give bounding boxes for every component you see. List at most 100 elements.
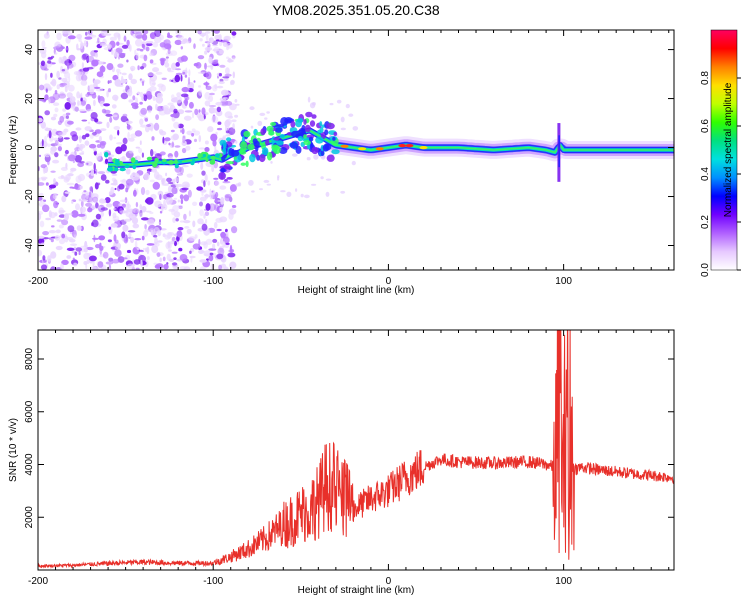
spectrogram-noise-blob (38, 196, 43, 201)
spectrogram-noise-blob (154, 30, 161, 37)
spectrogram-noise-blob (56, 84, 60, 90)
spectrogram-noise-blob (94, 53, 98, 58)
spectrogram-noise-blob (217, 247, 225, 256)
spectrogram-noise-blob (306, 157, 311, 161)
y-tick-label: 20 (24, 93, 35, 105)
spectrogram-noise-blob (219, 97, 227, 102)
ridge-blob (154, 157, 159, 164)
spectrogram-noise-blob (61, 30, 70, 34)
spectrogram-noise-blob (83, 190, 87, 193)
spectrogram-noise-blob (171, 141, 175, 148)
spectrogram-noise-blob (83, 244, 89, 248)
spectrogram-noise-blob (198, 85, 201, 88)
spectrogram-noise-blob (175, 68, 182, 71)
spectrogram-noise-blob (94, 129, 102, 134)
spectrogram-noise-blob (95, 88, 104, 92)
spectrogram-noise-blob (44, 73, 48, 81)
spectrogram-noise-blob (145, 189, 150, 196)
spectrogram-noise-blob (200, 250, 205, 253)
y-tick-label: -20 (24, 189, 35, 204)
spectrogram-noise-blob (114, 249, 122, 257)
spectrogram-noise-blob (93, 79, 101, 85)
spectrogram-noise-blob (97, 206, 102, 209)
snr-x-axis-label: Height of straight line (km) (298, 585, 415, 596)
spectrogram-noise-blob (197, 218, 204, 225)
spectrogram-noise-blob (192, 243, 201, 250)
spectrogram-noise-blob (143, 94, 148, 102)
ridge-blob (218, 171, 226, 180)
spectrogram-y-axis-label: Frequency (Hz) (8, 116, 19, 185)
spectrogram-noise-blob (187, 189, 192, 198)
spectrogram-noise-blob (208, 105, 217, 107)
spectrogram-noise-blob (38, 117, 43, 123)
spectrogram-noise-blob (204, 100, 211, 107)
spectrogram-noise-blob (194, 138, 197, 143)
spectrogram-noise-blob (230, 249, 235, 253)
spectrogram-noise-blob (60, 56, 68, 62)
spectrogram-noise-blob (132, 223, 140, 229)
spectrogram-noise-blob (204, 31, 211, 34)
spectrogram-noise-blob (43, 199, 47, 202)
spectrogram-noise-blob (84, 140, 90, 146)
spectrogram-noise-blob (208, 37, 214, 44)
spectrogram-noise-blob (140, 259, 143, 267)
spectrogram-noise-blob (111, 49, 114, 55)
spectrogram-noise-blob (100, 30, 108, 37)
spectrogram-noise-blob (138, 147, 143, 154)
spectrogram-noise-blob (199, 259, 207, 263)
spectrogram-noise-blob (70, 243, 78, 246)
spectrogram-noise-blob (235, 103, 240, 106)
spectrogram-noise-blob (142, 33, 148, 41)
spectrogram-noise-blob (111, 104, 117, 109)
spectrogram-noise-blob (139, 204, 142, 210)
spectrogram-noise-blob (128, 99, 134, 103)
spectrogram-noise-blob (111, 177, 117, 182)
spectrogram-noise-blob (193, 80, 196, 83)
spectrogram-noise-blob (86, 55, 95, 63)
spectrogram-noise-blob (225, 228, 228, 233)
spectrogram-noise-blob (67, 84, 75, 92)
spectrogram-noise-blob (146, 90, 152, 98)
spectrogram-noise-blob (226, 42, 233, 49)
spectrogram-noise-blob (75, 175, 82, 183)
ridge-blob (290, 121, 296, 128)
spectrogram-noise-blob (140, 48, 144, 52)
spectrogram-noise-blob (54, 140, 59, 146)
spectrogram-noise-blob (211, 203, 214, 212)
spectrogram-noise-blob (67, 120, 74, 125)
spectrogram-noise-blob (217, 121, 222, 125)
spectrogram-noise-blob (185, 145, 191, 151)
ridge-blob (130, 157, 136, 164)
snr-background (38, 330, 674, 570)
spectrogram-noise-blob (234, 99, 238, 103)
spectrogram-noise-blob (91, 266, 97, 269)
spectrogram-noise-blob (151, 245, 159, 254)
spectrogram-noise-blob (168, 249, 172, 252)
spectrogram-noise-blob (181, 127, 185, 135)
ridge-blob (291, 130, 300, 138)
spectrogram-noise-blob (183, 213, 187, 221)
spectrogram-noise-blob (112, 114, 118, 118)
spectrogram-noise-blob (173, 211, 181, 218)
ridge-blob (315, 136, 324, 144)
spectrogram-noise-blob (222, 241, 226, 248)
spectrogram-noise-blob (211, 115, 219, 124)
spectrogram-noise-blob (61, 46, 65, 49)
spectrogram-noise-blob (130, 236, 135, 243)
spectrogram-noise-blob (56, 32, 62, 41)
spectrogram-noise-blob (174, 177, 180, 183)
spectrogram-noise-blob (108, 209, 112, 217)
spectrogram-noise-blob (205, 203, 211, 211)
spectrogram-noise-blob (164, 62, 170, 68)
colorbar-tick-label: 0.6 (700, 119, 711, 133)
spectrogram-noise-blob (98, 135, 102, 143)
spectrogram-noise-blob (145, 197, 154, 205)
spectrogram-noise-blob (58, 238, 66, 245)
ridge-blob (119, 167, 126, 172)
ridge-blob (219, 168, 227, 173)
spectrogram-noise-blob (218, 73, 222, 77)
spectrogram-noise-blob (320, 176, 324, 180)
spectrogram-noise-blob (142, 247, 146, 251)
ridge-blob (266, 125, 274, 133)
ridge-blob (104, 151, 109, 158)
